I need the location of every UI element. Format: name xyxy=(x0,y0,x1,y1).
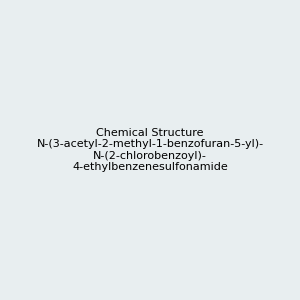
Text: Chemical Structure
N-(3-acetyl-2-methyl-1-benzofuran-5-yl)-
N-(2-chlorobenzoyl)-: Chemical Structure N-(3-acetyl-2-methyl-… xyxy=(36,128,264,172)
